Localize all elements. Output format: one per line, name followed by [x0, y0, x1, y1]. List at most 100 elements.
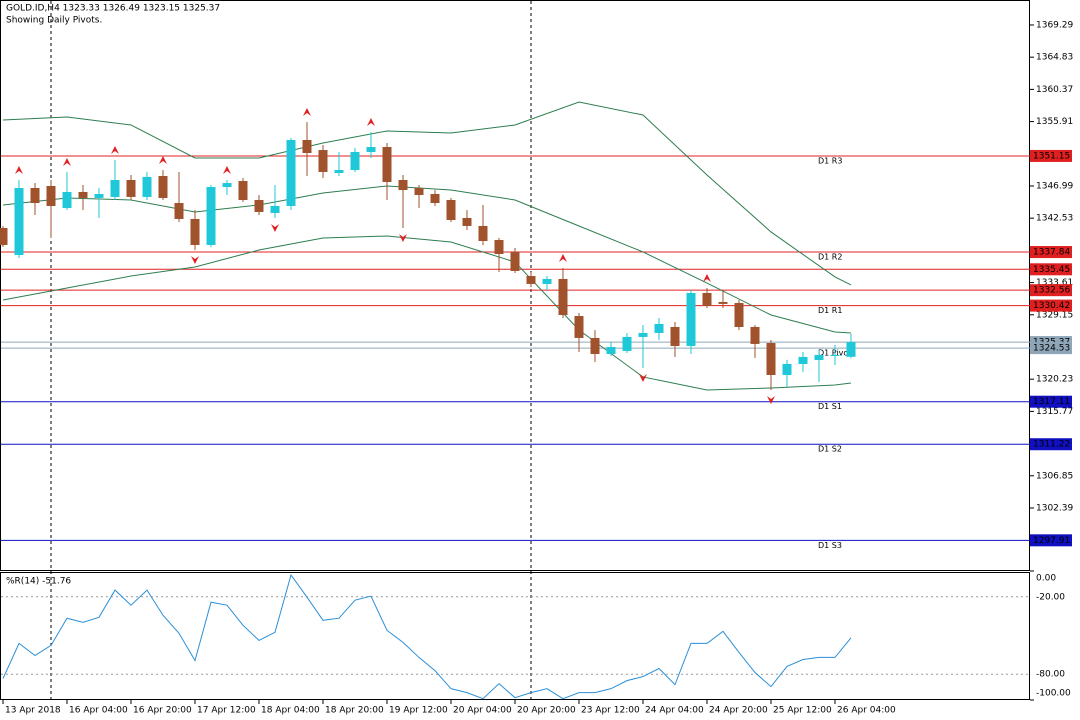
candle-body	[174, 203, 184, 219]
wpr-line	[2, 573, 852, 700]
candle-body	[318, 150, 328, 172]
candle-body	[30, 188, 40, 204]
x-tick-label: 17 Apr 12:00	[197, 706, 256, 716]
candle-body	[334, 170, 344, 173]
price-tag-label: 1351.15	[1033, 151, 1070, 161]
candle-body	[846, 342, 856, 357]
candle-body	[190, 218, 200, 245]
candle-body	[510, 251, 520, 271]
price-tag-label: 1330.42	[1033, 301, 1070, 311]
x-tick-label: 18 Apr 20:00	[325, 706, 384, 716]
candle-body	[110, 179, 120, 197]
candle-body	[782, 363, 792, 375]
candle-body	[462, 217, 472, 226]
y-tick-label: 0.00	[1036, 574, 1056, 584]
candle-body	[254, 199, 264, 212]
indicator-title: %R(14) -51.76	[6, 577, 71, 587]
pivot-label: D1 R3	[818, 156, 842, 165]
fractal-up	[703, 273, 711, 282]
candle-body	[526, 276, 536, 284]
bollinger-band	[2, 185, 852, 334]
y-tick-label: -20.00	[1036, 592, 1065, 602]
candle-body	[734, 303, 744, 327]
candle-body	[94, 193, 104, 198]
candle-body	[286, 139, 296, 206]
y-tick-label: -100.00	[1036, 689, 1071, 699]
bollinger-band	[2, 101, 852, 286]
candle-body	[574, 316, 584, 338]
candle-body	[830, 354, 840, 357]
candle-body	[670, 326, 680, 346]
candle-body	[702, 292, 712, 306]
candle-body	[78, 191, 88, 198]
fractal-down	[767, 396, 775, 405]
pivot-label: D1 S2	[818, 445, 842, 454]
y-tick-label: 1355.91	[1036, 117, 1073, 127]
candle-body	[798, 356, 808, 364]
x-tick-label: 19 Apr 12:00	[389, 706, 448, 716]
chart-title: GOLD.ID,H4 1323.33 1326.49 1323.15 1325.…	[6, 4, 220, 14]
candle-body	[478, 225, 488, 241]
price-tag	[1030, 395, 1072, 408]
x-tick-label: 13 Apr 2018	[5, 706, 61, 716]
candle-body	[62, 191, 72, 209]
y-tick-label: 1306.85	[1036, 471, 1073, 481]
price-tag	[1030, 246, 1072, 259]
bollinger-band	[2, 235, 852, 391]
x-tick-label: 25 Apr 12:00	[773, 706, 832, 716]
y-tick-label: 1342.53	[1036, 214, 1073, 224]
price-tag	[1030, 342, 1072, 355]
pivot-label: D1 S1	[818, 402, 842, 411]
candle-body	[0, 228, 8, 245]
y-tick-label: 1360.37	[1036, 85, 1073, 95]
fractal-up	[223, 165, 231, 174]
price-tag-label: 1311.22	[1033, 440, 1070, 450]
fractal-up	[111, 145, 119, 154]
x-tick-label: 20 Apr 20:00	[517, 706, 576, 716]
price-tag-label: 1317.11	[1033, 397, 1070, 407]
candle-body	[606, 346, 616, 354]
candle-body	[750, 326, 760, 344]
pivot-label: D1 R1	[818, 306, 842, 315]
x-tick-label: 20 Apr 04:00	[453, 706, 512, 716]
candle-body	[14, 188, 24, 256]
sub-frame	[0, 572, 1030, 700]
y-tick-label: 1329.15	[1036, 310, 1073, 320]
candle-body	[814, 354, 824, 360]
candle-body	[270, 205, 280, 213]
candle-body	[542, 278, 552, 284]
candle-body	[366, 146, 376, 152]
fractal-up	[303, 108, 311, 117]
price-tag	[1030, 263, 1072, 276]
y-tick-label: 1315.77	[1036, 407, 1073, 417]
x-tick-label: 16 Apr 20:00	[133, 706, 192, 716]
pivot-label: D1 R2	[818, 253, 842, 262]
main-frame	[0, 0, 1030, 571]
candle-body	[638, 332, 648, 337]
fractal-up	[559, 253, 567, 262]
fractal-down	[271, 223, 279, 232]
candle-body	[446, 199, 456, 220]
price-tag	[1030, 149, 1072, 162]
price-tag	[1030, 438, 1072, 451]
candle-body	[158, 176, 168, 198]
x-tick-label: 24 Apr 04:00	[645, 706, 704, 716]
x-tick-label: 16 Apr 04:00	[69, 706, 128, 716]
candle-body	[238, 180, 248, 200]
x-tick-label: 26 Apr 04:00	[837, 706, 896, 716]
price-tag	[1030, 284, 1072, 297]
candle-body	[206, 186, 216, 245]
y-tick-label: 1369.29	[1036, 20, 1073, 30]
chart-subtitle: Showing Daily Pivots.	[6, 16, 102, 26]
candle-body	[654, 323, 664, 333]
candle-body	[126, 179, 136, 197]
x-tick-label: 18 Apr 04:00	[261, 706, 320, 716]
x-tick-label: 23 Apr 12:00	[581, 706, 640, 716]
fractal-down	[191, 256, 199, 265]
price-tag-label: 1337.84	[1033, 248, 1070, 258]
candle-body	[494, 239, 504, 254]
y-tick-label: 1346.99	[1036, 181, 1073, 191]
y-tick-label: 1333.61	[1036, 278, 1073, 288]
